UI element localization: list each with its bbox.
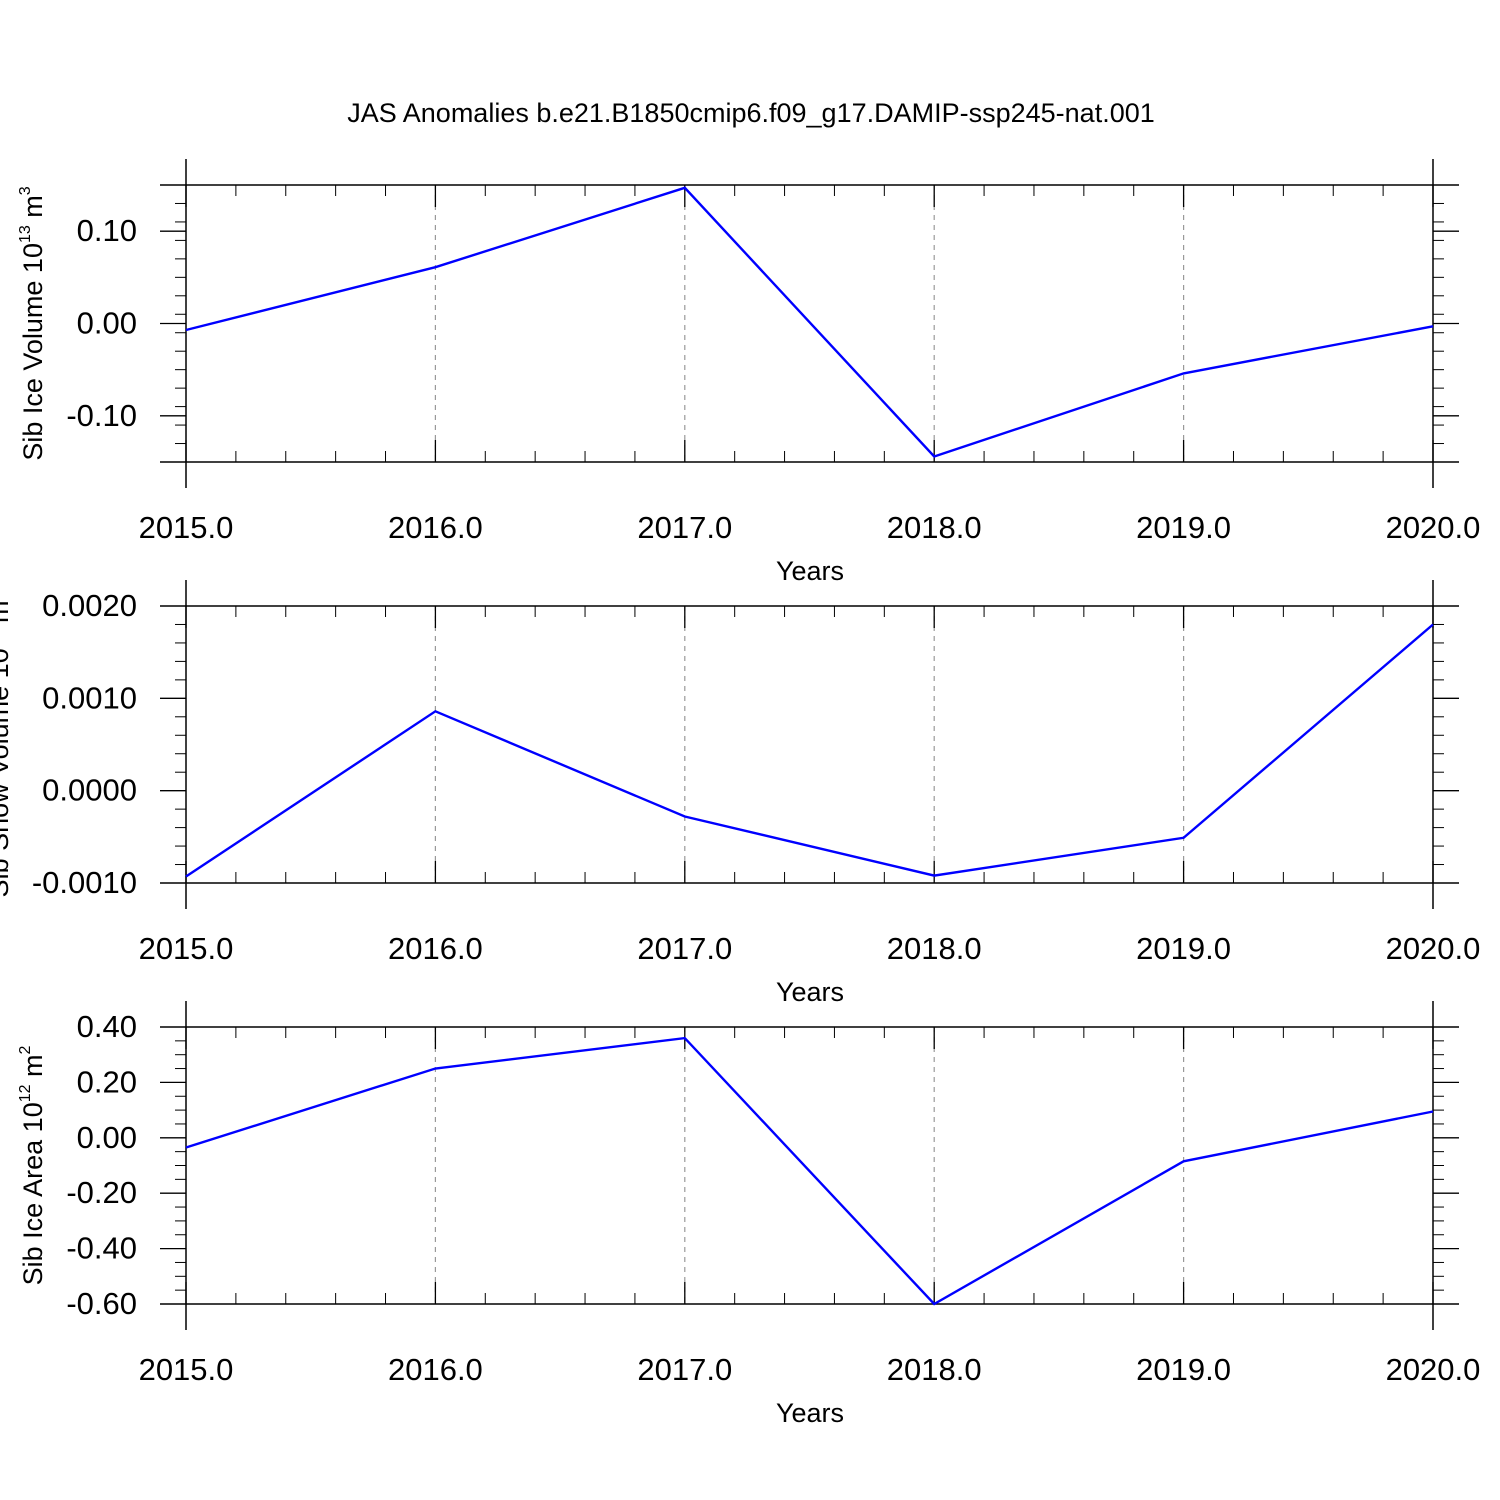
x-tick-label: 2015.0 [139,931,234,966]
y-axis-label-unit-exponent: 2 [17,1045,34,1054]
y-tick-label: -0.20 [66,1175,137,1210]
y-tick-label: -0.40 [66,1231,137,1266]
y-tick-label: 0.0010 [42,680,137,715]
y-axis-label: Sib Ice Area 1012 m2 [17,1045,48,1285]
y-axis-label-main: Sib Ice Volume 10 [18,243,48,461]
x-tick-label: 2020.0 [1386,1352,1481,1387]
y-tick-label: 0.20 [77,1064,137,1099]
x-axis-label: Years [776,556,844,586]
y-axis-label-unit-exponent: 3 [17,186,34,195]
panels: 0.10 0.00 -0.10 2015.0 2016.0 2017.0 2018.0 201… [0,159,1480,1428]
y-tick-label: -0.60 [66,1286,137,1321]
y-tick-label: 0.00 [77,1120,137,1155]
x-tick-label: 2016.0 [388,510,483,545]
x-tick-label: 2019.0 [1136,1352,1231,1387]
series-line [185,1036,1434,1306]
x-tick-label: 2017.0 [637,931,732,966]
x-axis-label: Years [776,977,844,1007]
x-tick-label: 2016.0 [388,931,483,966]
series-line [185,186,1434,458]
y-axis-label: Sib Snow Volume 1013 m3 [0,591,14,897]
y-axis-label: Sib Ice Volume 1013 m3 [17,186,48,460]
x-axis-label: Years [776,1398,844,1428]
x-tick-label: 2018.0 [887,1352,982,1387]
y-tick-label: -0.10 [66,398,137,433]
x-tick-label: 2018.0 [887,931,982,966]
x-tick-label: 2016.0 [388,1352,483,1387]
x-tick-label: 2020.0 [1386,510,1481,545]
x-tick-label: 2019.0 [1136,931,1231,966]
y-axis-label-unit: m [18,195,48,225]
y-axis-label-exponent: 13 [17,225,34,243]
y-axis-label-unit: m [18,1054,48,1084]
figure-title: JAS Anomalies b.e21.B1850cmip6.f09_g17.D… [347,98,1155,128]
x-tick-label: 2015.0 [139,1352,234,1387]
x-tick-label: 2019.0 [1136,510,1231,545]
y-tick-label: 0.40 [77,1009,137,1044]
y-axis-label-main: Sib Ice Area 10 [18,1102,48,1285]
x-tick-label: 2020.0 [1386,931,1481,966]
y-axis-label-exponent: 12 [17,1084,34,1102]
chart-panel: 0.10 0.00 -0.10 2015.0 2016.0 2017.0 2018.0 201… [17,159,1480,586]
y-tick-label: 0.10 [77,213,137,248]
y-tick-label: 0.0020 [42,588,137,623]
y-axis-label-main: Sib Snow Volume 10 [0,648,14,897]
y-tick-label: 0.00 [77,306,137,341]
series-line [185,623,1434,878]
x-tick-label: 2015.0 [139,510,234,545]
x-tick-label: 2018.0 [887,510,982,545]
x-tick-label: 2017.0 [637,1352,732,1387]
x-tick-label: 2017.0 [637,510,732,545]
y-tick-label: -0.0010 [32,865,137,900]
y-axis-label-unit: m [0,600,14,630]
y-tick-label: 0.0000 [42,773,137,808]
